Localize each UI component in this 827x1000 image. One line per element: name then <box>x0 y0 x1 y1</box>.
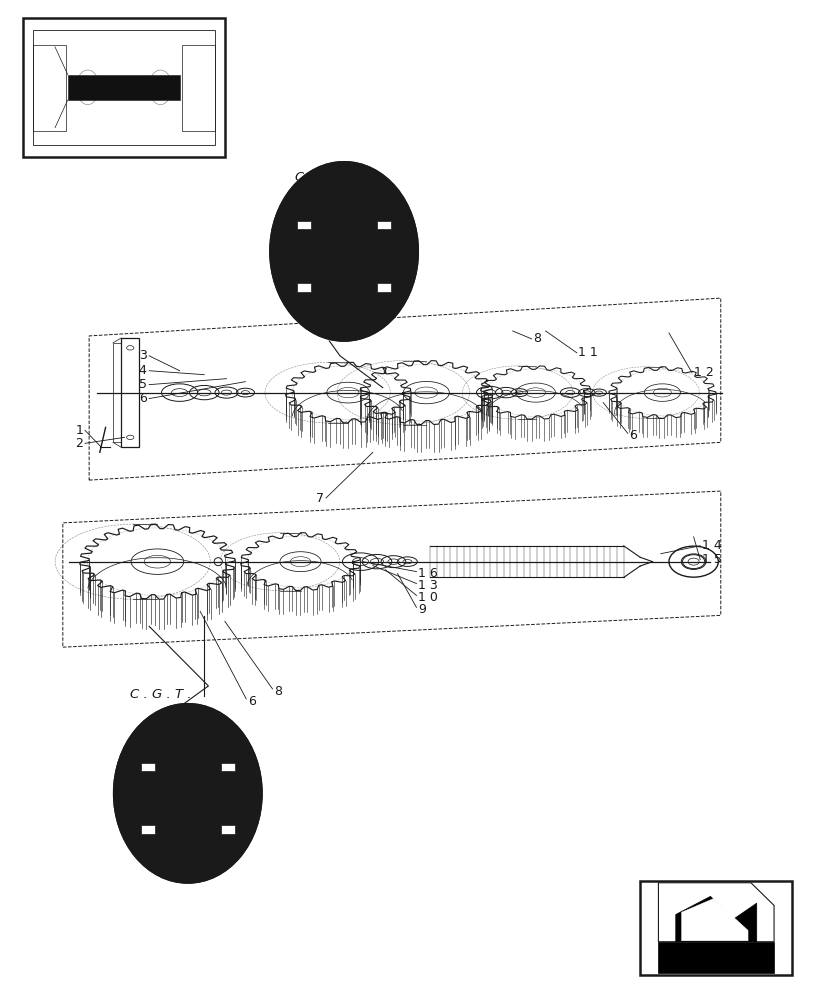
Bar <box>639 881 791 975</box>
Text: 1 4: 1 4 <box>701 539 721 552</box>
Bar <box>168 771 208 816</box>
Text: 7: 7 <box>315 492 323 505</box>
Bar <box>33 45 66 131</box>
Bar <box>376 221 390 229</box>
Text: 6: 6 <box>629 429 637 442</box>
Bar <box>308 229 379 244</box>
Bar <box>68 75 180 100</box>
Bar <box>221 825 235 834</box>
Circle shape <box>270 162 418 341</box>
Text: 1 3: 1 3 <box>418 579 437 592</box>
Bar <box>112 343 121 442</box>
Text: 2: 2 <box>75 437 84 450</box>
Polygon shape <box>657 883 773 942</box>
Bar <box>297 221 311 229</box>
Bar <box>308 259 379 274</box>
Bar <box>297 211 390 292</box>
Bar <box>33 30 215 145</box>
Text: 1: 1 <box>75 424 84 437</box>
Bar <box>152 771 222 786</box>
Polygon shape <box>657 942 773 973</box>
Text: 4: 4 <box>139 364 146 377</box>
Bar <box>141 825 155 834</box>
Bar <box>121 338 139 447</box>
Polygon shape <box>681 899 747 941</box>
Text: 1 0: 1 0 <box>418 591 437 604</box>
Bar <box>152 801 222 816</box>
Bar <box>297 283 311 292</box>
Bar <box>221 763 235 771</box>
Text: 6: 6 <box>247 695 256 708</box>
Bar <box>141 763 155 771</box>
Bar <box>141 753 235 834</box>
Bar <box>376 283 390 292</box>
Polygon shape <box>675 896 756 942</box>
Text: 8: 8 <box>274 685 282 698</box>
Circle shape <box>113 704 261 883</box>
Bar <box>324 229 363 274</box>
Text: 6: 6 <box>139 392 146 405</box>
Text: 1 1: 1 1 <box>578 346 598 359</box>
Text: 9: 9 <box>418 603 425 616</box>
Text: 1 2: 1 2 <box>693 366 713 379</box>
Text: C . G . T .: C . G . T . <box>130 688 192 701</box>
Text: C . G . T .: C . G . T . <box>294 171 356 184</box>
Bar <box>182 45 215 131</box>
Text: 1 6: 1 6 <box>418 567 437 580</box>
Bar <box>23 18 225 157</box>
Text: 3: 3 <box>139 349 146 362</box>
Text: 8: 8 <box>533 332 541 345</box>
Text: 1 5: 1 5 <box>701 553 721 566</box>
Text: 5: 5 <box>139 378 146 391</box>
